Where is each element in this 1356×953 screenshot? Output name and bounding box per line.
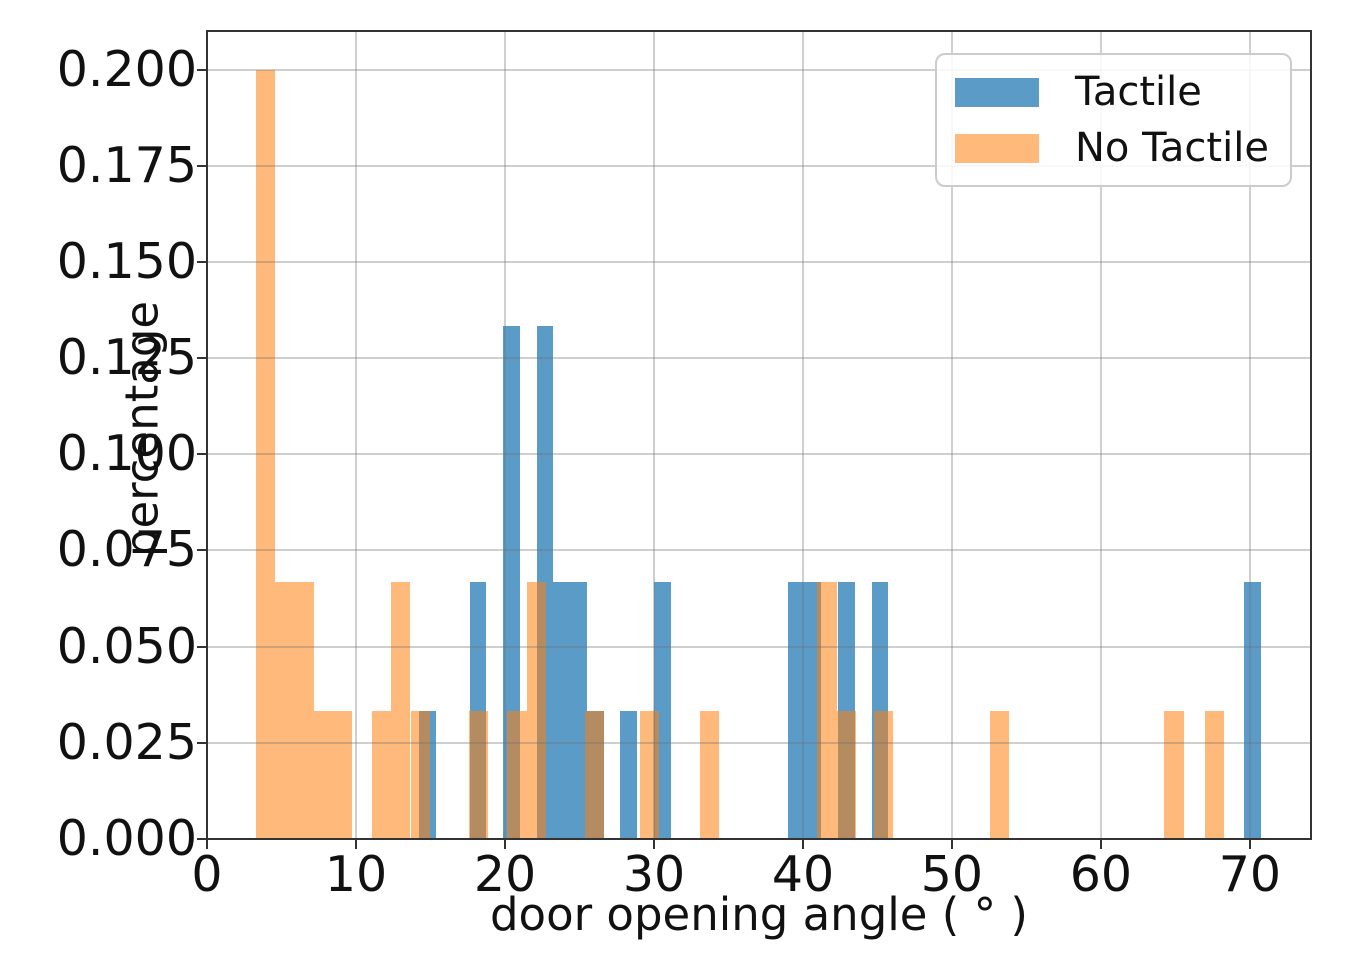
- y-tick-mark: [197, 260, 206, 263]
- gridline-vertical: [802, 31, 804, 839]
- histogram-bar-tactile: [503, 326, 520, 839]
- no-tactile-swatch: [955, 133, 1039, 163]
- tactile-swatch: [955, 77, 1039, 107]
- y-tick-label: 0.050: [56, 617, 197, 675]
- gridline-horizontal: [207, 741, 1311, 744]
- gridline-horizontal: [207, 357, 1311, 359]
- histogram-bar-no_tactile: [507, 710, 527, 839]
- gridline-horizontal: [207, 645, 1311, 648]
- x-tick-label: 0: [191, 846, 223, 903]
- y-tick-label: 0.075: [56, 521, 197, 579]
- x-tick-label: 50: [920, 846, 984, 903]
- x-tick-mark: [206, 840, 208, 849]
- y-tick-mark: [197, 357, 206, 359]
- gridline-horizontal: [207, 453, 1311, 456]
- histogram-bar-no_tactile: [990, 710, 1010, 839]
- histogram-bar-no_tactile: [410, 710, 430, 839]
- histogram-bar-no_tactile: [255, 69, 275, 839]
- histogram-bar-no_tactile: [1164, 710, 1184, 839]
- x-tick-mark: [653, 840, 655, 849]
- no-tactile-bars-layer: [207, 31, 1311, 839]
- y-tick-mark: [197, 741, 206, 744]
- histogram-bar-no_tactile: [584, 710, 605, 839]
- x-tick-mark: [802, 840, 804, 849]
- y-tick-label: 0.000: [56, 810, 197, 867]
- x-tick-label: 70: [1218, 846, 1282, 903]
- x-axis-label: door opening angle ( ° ): [489, 888, 1028, 941]
- legend-item-tactile: Tactile: [955, 72, 1272, 112]
- gridlines-layer: [207, 31, 1311, 839]
- legend-label-tactile: Tactile: [1075, 69, 1202, 115]
- x-tick-mark: [950, 840, 953, 849]
- x-tick-mark: [1248, 840, 1251, 849]
- gridline-vertical: [1248, 31, 1251, 839]
- histogram-bar-no_tactile: [391, 582, 411, 839]
- histogram-bar-tactile: [553, 582, 587, 839]
- legend-item-no-tactile: No Tactile: [955, 128, 1272, 168]
- gridline-vertical: [653, 31, 655, 839]
- histogram-bar-no_tactile: [873, 710, 894, 839]
- gridline-horizontal: [207, 68, 1311, 71]
- gridline-vertical: [1099, 31, 1102, 839]
- y-tick-label: 0.200: [56, 40, 197, 98]
- histogram-bar-no_tactile: [371, 710, 392, 839]
- y-tick-mark: [197, 645, 206, 648]
- histogram-bar-no_tactile: [1204, 710, 1224, 839]
- x-tick-mark: [355, 840, 357, 849]
- plot-area: [206, 30, 1312, 840]
- legend: Tactile No Tactile: [935, 53, 1292, 187]
- y-tick-mark: [197, 164, 206, 167]
- histogram-bar-no_tactile: [699, 710, 719, 839]
- x-tick-mark: [1099, 840, 1102, 849]
- x-tick-label: 60: [1069, 846, 1133, 903]
- x-tick-mark: [504, 840, 506, 849]
- y-tick-label: 0.125: [56, 329, 197, 386]
- y-tick-label: 0.150: [56, 232, 197, 290]
- histogram-bar-tactile: [787, 582, 822, 839]
- histogram-bar-no_tactile: [640, 710, 660, 839]
- gridline-horizontal: [207, 549, 1311, 552]
- gridline-vertical: [504, 31, 506, 839]
- y-tick-mark: [197, 68, 206, 71]
- y-tick-mark: [197, 453, 206, 456]
- x-tick-label: 40: [771, 846, 835, 903]
- y-tick-mark: [197, 549, 206, 552]
- y-tick-label: 0.175: [56, 136, 197, 194]
- histogram-bar-no_tactile: [817, 582, 837, 839]
- gridline-vertical: [950, 31, 953, 839]
- histogram-bar-no_tactile: [526, 582, 547, 839]
- y-tick-mark: [197, 838, 206, 840]
- histogram-bar-no_tactile: [836, 710, 856, 839]
- y-tick-label: 0.100: [56, 425, 197, 483]
- y-tick-label: 0.025: [56, 713, 197, 771]
- gridline-vertical: [355, 31, 357, 839]
- legend-label-no-tactile: No Tactile: [1075, 125, 1269, 171]
- histogram-bar-no_tactile: [313, 710, 353, 839]
- histogram-bar-tactile: [620, 710, 638, 839]
- histogram-bar-tactile: [1244, 582, 1262, 839]
- x-tick-label: 20: [473, 846, 537, 903]
- gridline-horizontal: [207, 164, 1311, 167]
- x-tick-label: 30: [622, 846, 686, 903]
- histogram-bar-no_tactile: [468, 710, 488, 839]
- histogram-bar-no_tactile: [274, 582, 314, 839]
- x-tick-label: 10: [324, 846, 388, 903]
- gridline-horizontal: [207, 260, 1311, 263]
